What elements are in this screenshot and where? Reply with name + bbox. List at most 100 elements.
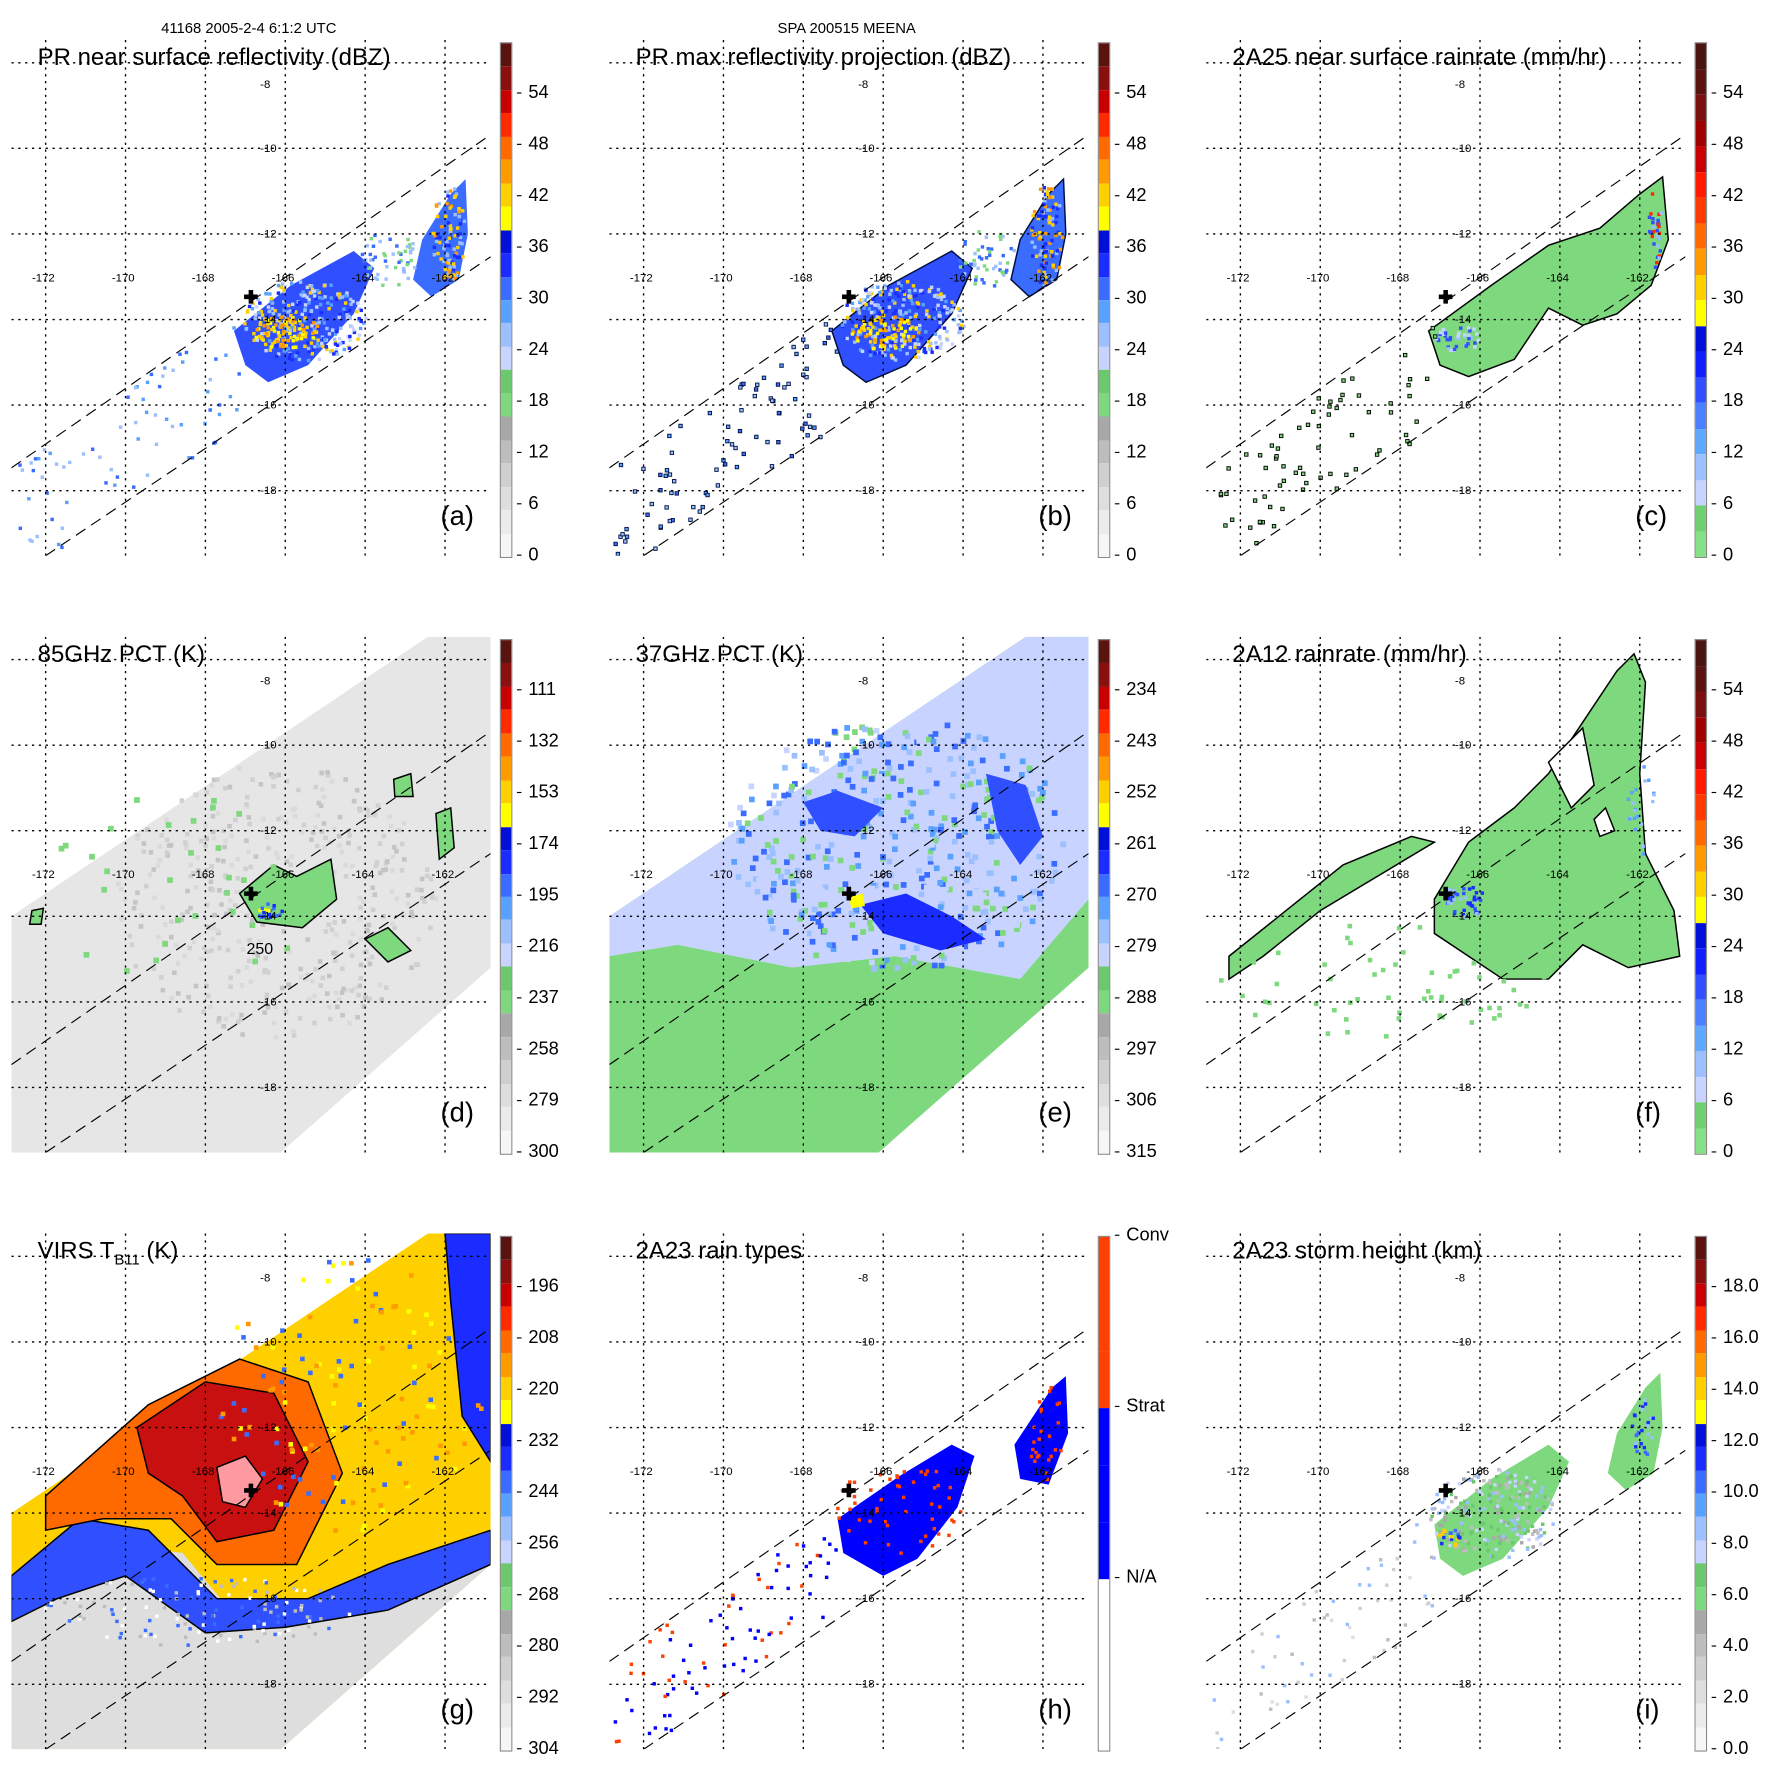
map-g: -172 -170 -168 -166 -164 -162 -8 -10 -12 -14 -16 -1… [11,1233,491,1750]
longitude-label: -166 [272,869,295,881]
colorbar-segment [500,1013,512,1037]
colorbar [499,42,513,558]
latitude-label: -10 [260,740,277,752]
colorbar-segment [1695,146,1706,172]
scattered-rain [1219,923,1547,1039]
colorbar-tick-label: Conv [1115,1226,1169,1247]
colorbar-tick-label: 12.0 [1712,1431,1759,1452]
colorbar-tick-label: 6 [1115,494,1136,515]
colorbar-tick-label: 237 [517,988,558,1009]
latitude-label: -10 [858,1336,875,1348]
colorbar-tick-label: 48 [517,135,548,156]
colorbar-tick-label: 30 [1712,885,1743,906]
colorbar-tick-label: 18 [517,391,548,412]
longitude-label: -162 [431,272,454,284]
longitude-label: -162 [1029,272,1052,284]
latitude-label: -16 [1455,1593,1472,1605]
colorbar-segment [1098,1408,1110,1466]
colorbar-segment [500,1330,512,1354]
colorbar [499,639,513,1155]
colorbar-segment [500,1727,512,1751]
colorbar-tick-label: 36 [1712,834,1743,855]
colorbar-tick-label: 256 [517,1534,558,1555]
colorbar-segment [1695,69,1706,95]
colorbar-tick-label: 306 [1115,1091,1156,1112]
swath-edge-upper [11,1327,491,1662]
longitude-label: -172 [630,272,653,284]
colorbar-tick-label: 18.0 [1712,1277,1759,1298]
colorbar-segment [1695,717,1706,743]
rain-gap [1547,726,1595,810]
colorbar-tick-label: 14.0 [1712,1380,1759,1401]
latitude-label: -16 [858,400,875,412]
colorbar-tick-label: 280 [517,1636,558,1657]
latitude-label: -10 [1455,1336,1472,1348]
precip-pixels [1630,1398,1655,1456]
map-canvas: -172 -170 -168 -166 -164 -162 -8 -10 -12 -14 -16 -1… [609,636,1089,1153]
storm-center-cross-icon [244,289,258,304]
latitude-label: -16 [858,1593,875,1605]
latitude-label: -12 [1455,825,1472,837]
colorbar-tick-label: 234 [1115,680,1156,701]
colorbar-segment [1098,943,1110,967]
colorbar-segment [500,323,512,347]
colorbar-tick-label: 6 [1712,494,1733,515]
colorbar-segment [1695,1587,1706,1611]
colorbar-segment [500,510,512,534]
longitude-label: -164 [1546,1466,1569,1478]
colorbar-tick-label: 12 [1115,443,1146,464]
colorbar-segment [1695,845,1706,872]
colorbar-segment [1098,640,1110,664]
latitude-label: -14 [858,1508,875,1520]
colorbar-segment [1695,948,1706,974]
longitude-label: -172 [1227,1466,1250,1478]
colorbar-segment [500,710,512,734]
colorbar-tick-label: 48 [1115,135,1146,156]
colorbar-segment [1695,819,1706,846]
precip-pixels [218,1258,484,1533]
colorbar-segment [1695,1307,1706,1331]
colorbar-segment [1098,346,1110,371]
colorbar-segment [1098,756,1110,781]
swath-edge-upper [609,134,1089,469]
colorbar-segment [500,1610,512,1634]
colorbar-tick-label: 6 [517,494,538,515]
latitude-label: -12 [858,825,875,837]
colorbar-tick-label: 54 [1712,83,1743,104]
colorbar-segment [500,393,512,417]
colorbar-tick-label: 6.0 [1712,1585,1748,1606]
longitude-label: -172 [1227,272,1250,284]
swath-pixels [18,326,241,550]
colorbar-tick-label: 300 [517,1142,558,1163]
storm-center-cross-icon [842,886,856,901]
colorbar-segment [1098,136,1110,161]
colorbar-tick-label: 12 [517,443,548,464]
colorbar-segment [1695,377,1706,403]
colorbar-tick-label: 54 [1712,680,1743,701]
colorbar-tick-label: N/A [1115,1568,1156,1589]
latitude-label: -12 [858,228,875,240]
colorbar-segment [1098,1693,1110,1751]
storm-center-cross-icon [1438,886,1453,901]
colorbar-segment [1098,300,1110,324]
colorbar-segment [1098,66,1110,91]
colorbar-tick-label: Strat [1115,1397,1165,1418]
colorbar-segment [500,113,512,137]
longitude-label: -162 [1626,272,1649,284]
map-canvas: -172 -170 -168 -166 -164 -162 -8 -10 -12 -14 -16 -1… [11,636,491,1153]
colorbar-segment [500,1657,512,1681]
storm-center-cross-icon [1438,289,1453,304]
colorbar-segment [1695,1377,1706,1401]
colorbar-segment [500,1633,512,1658]
colorbar-segment [1098,1060,1110,1084]
colorbar-segment [1695,1127,1706,1154]
graticule [609,1233,1089,1750]
longitude-label: -164 [949,869,972,881]
longitude-label: -168 [790,1466,813,1478]
orbit-time-header: 41168 2005-2-4 6:1:2 UTC [161,19,337,37]
swath-pixels [613,1537,838,1744]
colorbar-segment [1695,1423,1706,1448]
colorbar-segment [1098,733,1110,757]
swath-edge-upper [609,1327,1089,1662]
panel-title-text: 2A12 rainrate (mm/hr) [1232,641,1467,668]
